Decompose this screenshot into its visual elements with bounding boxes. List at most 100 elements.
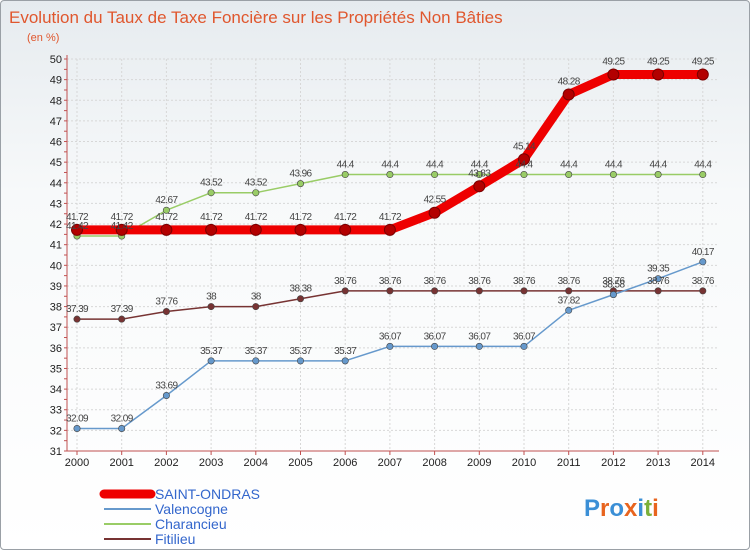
data-point (162, 308, 170, 316)
logo-letter: r (600, 495, 609, 522)
y-tick-label: 41 (50, 240, 62, 252)
data-label: 36.07 (424, 331, 447, 342)
y-tick-label: 45 (50, 157, 62, 169)
y-tick-label: 49 (50, 75, 62, 87)
x-tick-label: 2009 (467, 457, 491, 469)
data-point (652, 68, 665, 81)
data-point (73, 315, 81, 323)
data-point (386, 171, 394, 179)
series-layer: 41.72 41.72 41.72 41.72 41.72 41.72 41.72 41.72… (66, 56, 715, 433)
logo-letter: i (652, 495, 659, 522)
data-label: 36.07 (468, 331, 491, 342)
logo-letter: i (637, 495, 644, 522)
data-point (386, 342, 394, 350)
data-label: 44.4 (381, 160, 399, 171)
data-point (252, 357, 260, 365)
y-tick-label: 46 (50, 137, 62, 149)
data-label: 37.39 (66, 304, 89, 315)
data-label: 37.76 (155, 297, 178, 308)
data-label: 43.83 (468, 168, 491, 179)
data-point (249, 223, 262, 236)
data-label: 32.09 (111, 414, 134, 425)
y-tick-label: 39 (50, 281, 62, 293)
x-tick-label: 2004 (244, 457, 268, 469)
chart-subtitle: (en %) (27, 32, 59, 44)
data-point (475, 287, 483, 295)
data-point (341, 357, 349, 365)
data-label: 48.28 (558, 76, 581, 87)
data-label: 38.76 (379, 276, 402, 287)
y-tick-label: 32 (50, 425, 62, 437)
data-label: 45.14 (513, 141, 536, 152)
data-label: 44.4 (515, 160, 533, 171)
y-tick-label: 36 (50, 343, 62, 355)
data-label: 36.07 (379, 331, 402, 342)
data-label: 41.42 (111, 221, 134, 232)
data-point (607, 68, 620, 81)
data-label: 35.37 (334, 346, 357, 357)
data-point (565, 171, 573, 179)
y-tick-label: 43 (50, 198, 62, 210)
data-label: 38.76 (334, 276, 357, 287)
y-tick-label: 48 (50, 95, 62, 107)
x-tick-label: 2003 (199, 457, 223, 469)
legend-label: Valencogne (155, 501, 228, 517)
logo-letter: P (584, 495, 600, 522)
data-label: 41.72 (111, 212, 134, 223)
data-label: 42.67 (155, 195, 178, 206)
data-label: 37.82 (558, 295, 581, 306)
data-label: 41.72 (66, 212, 89, 223)
y-tick-label: 44 (50, 178, 62, 190)
data-point (475, 342, 483, 350)
data-point (386, 287, 394, 295)
data-point (475, 171, 483, 179)
logo-letter: o (609, 495, 624, 522)
logo-letter: x (624, 495, 638, 522)
data-label: 35.37 (245, 346, 268, 357)
data-label: 44.4 (694, 160, 712, 171)
data-label: 33.69 (155, 381, 178, 392)
data-point (207, 357, 215, 365)
data-label: 35.37 (200, 346, 223, 357)
data-point (162, 392, 170, 400)
data-label: 43.52 (200, 178, 223, 189)
data-point (341, 171, 349, 179)
y-tick-label: 47 (50, 116, 62, 128)
data-label: 44.4 (471, 160, 489, 171)
data-label: 36.07 (513, 331, 536, 342)
y-tick-label: 42 (50, 219, 62, 231)
x-tick-label: 2014 (691, 457, 715, 469)
proxiti-logo: Proxiti (584, 495, 659, 522)
data-point (473, 180, 486, 193)
data-point (520, 342, 528, 350)
data-label: 41.72 (155, 212, 178, 223)
data-point (565, 287, 573, 295)
y-tick-label: 34 (50, 384, 62, 396)
y-tick-label: 31 (50, 446, 62, 458)
x-tick-label: 2007 (378, 457, 402, 469)
data-label: 38 (206, 292, 217, 303)
data-point (205, 223, 218, 236)
data-label: 42.55 (424, 195, 447, 206)
x-tick-label: 2005 (288, 457, 312, 469)
x-tick-label: 2006 (333, 457, 357, 469)
data-label: 49.25 (647, 56, 670, 67)
data-point (431, 171, 439, 179)
data-point (252, 189, 260, 197)
x-tick-label: 2012 (601, 457, 625, 469)
data-point (341, 287, 349, 295)
data-point (71, 223, 83, 236)
data-label: 41.72 (245, 212, 268, 223)
data-point (252, 303, 260, 311)
data-point (207, 189, 215, 197)
data-point (296, 295, 304, 303)
data-label: 43.96 (289, 169, 312, 180)
data-point (160, 223, 173, 236)
y-tick-label: 37 (50, 322, 62, 334)
x-tick-label: 2011 (557, 457, 581, 469)
data-label: 32.09 (66, 414, 89, 425)
data-point (207, 303, 215, 311)
